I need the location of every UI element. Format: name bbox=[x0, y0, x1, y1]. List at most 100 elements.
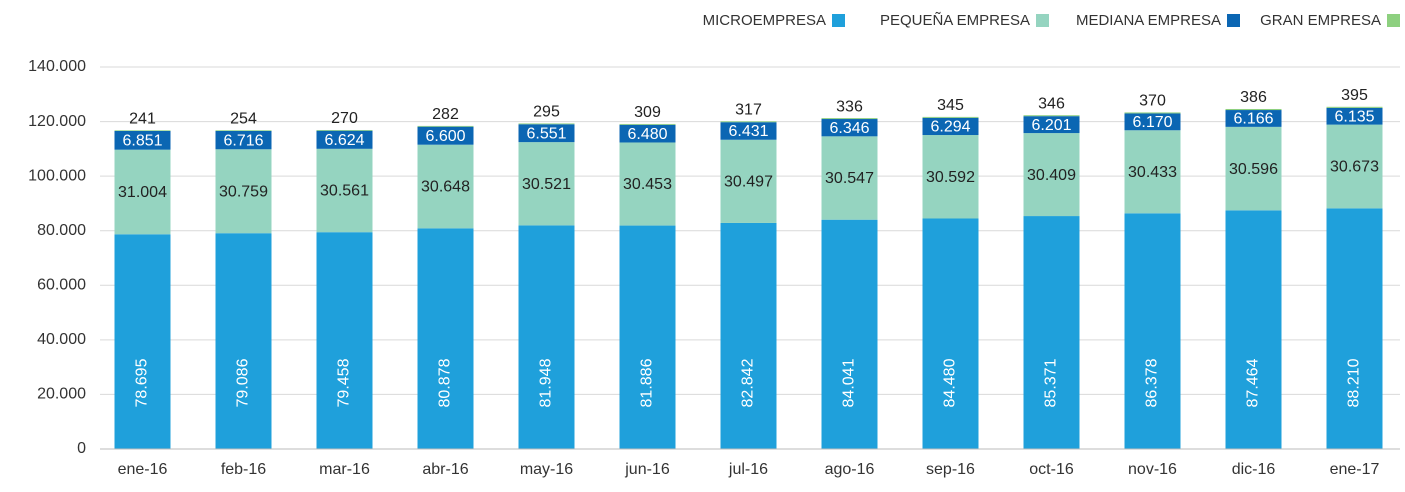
value-label: 6.201 bbox=[1031, 117, 1071, 134]
bar-segment bbox=[922, 135, 979, 219]
legend-label: MEDIANA EMPRESA bbox=[1076, 12, 1221, 29]
value-label: 85.371 bbox=[1043, 358, 1060, 407]
y-tick-label: 100.000 bbox=[28, 167, 86, 184]
value-label: 80.878 bbox=[437, 358, 454, 407]
y-tick-label: 40.000 bbox=[37, 331, 86, 348]
bar-segment bbox=[1225, 210, 1282, 449]
value-label: 395 bbox=[1341, 87, 1368, 104]
value-label: 345 bbox=[937, 97, 964, 114]
x-tick-label: dic-16 bbox=[1232, 461, 1276, 478]
value-label: 6.600 bbox=[425, 128, 465, 145]
value-label: 254 bbox=[230, 110, 257, 127]
value-label: 282 bbox=[432, 106, 459, 123]
value-label: 30.433 bbox=[1128, 164, 1177, 181]
x-tick-label: mar-16 bbox=[319, 461, 370, 478]
value-label: 241 bbox=[129, 111, 156, 128]
bar-segment bbox=[1124, 213, 1181, 449]
value-label: 79.458 bbox=[336, 358, 353, 407]
bar-segment bbox=[114, 234, 171, 449]
bar-segment bbox=[1326, 208, 1383, 449]
bar-segment bbox=[922, 218, 979, 449]
value-label: 30.453 bbox=[623, 176, 672, 193]
value-label: 336 bbox=[836, 98, 863, 115]
value-label: 346 bbox=[1038, 95, 1065, 112]
bar-segment bbox=[1225, 126, 1282, 211]
value-label: 88.210 bbox=[1346, 358, 1363, 407]
bar-segment bbox=[518, 124, 575, 143]
bar-segment bbox=[1023, 133, 1080, 217]
x-tick-label: jun-16 bbox=[624, 461, 670, 478]
value-label: 270 bbox=[331, 110, 358, 127]
bar-segment bbox=[417, 126, 474, 145]
y-tick-label: 120.000 bbox=[28, 113, 86, 130]
legend-label: GRAN EMPRESA bbox=[1260, 12, 1381, 29]
legend-swatch bbox=[1036, 14, 1049, 27]
x-tick-label: sep-16 bbox=[926, 461, 975, 478]
value-label: 78.695 bbox=[134, 358, 151, 407]
value-label: 84.480 bbox=[942, 358, 959, 407]
value-label: 6.135 bbox=[1334, 108, 1374, 125]
bar-segment bbox=[1326, 107, 1383, 125]
bar-segment bbox=[720, 222, 777, 449]
value-label: 81.948 bbox=[538, 358, 555, 407]
value-label: 6.431 bbox=[728, 123, 768, 140]
legend-label: PEQUEÑA EMPRESA bbox=[880, 12, 1030, 29]
x-tick-label: ene-17 bbox=[1330, 461, 1380, 478]
x-tick-label: nov-16 bbox=[1128, 461, 1177, 478]
bar-segment bbox=[316, 130, 373, 149]
bar-segment bbox=[417, 125, 474, 127]
value-label: 6.294 bbox=[930, 119, 970, 136]
bar-segment bbox=[1124, 130, 1181, 214]
bar-segment bbox=[821, 136, 878, 220]
bar-segment bbox=[316, 129, 373, 131]
bar-segment bbox=[1326, 106, 1383, 108]
value-label: 81.886 bbox=[639, 358, 656, 407]
bar-segment bbox=[619, 225, 676, 449]
bar-segment bbox=[316, 232, 373, 449]
bar-segment bbox=[114, 130, 171, 150]
value-label: 30.592 bbox=[926, 169, 975, 186]
value-label: 87.464 bbox=[1245, 358, 1262, 407]
bar-segment bbox=[1124, 113, 1181, 131]
bar-segment bbox=[1124, 112, 1181, 114]
bar-segment bbox=[922, 116, 979, 118]
value-label: 30.596 bbox=[1229, 161, 1278, 178]
value-label: 309 bbox=[634, 104, 661, 121]
bar-segment bbox=[720, 139, 777, 223]
bar-segment bbox=[518, 142, 575, 226]
value-label: 30.561 bbox=[320, 183, 369, 200]
value-label: 30.759 bbox=[219, 183, 268, 200]
value-label: 30.497 bbox=[724, 174, 773, 191]
y-tick-label: 140.000 bbox=[28, 58, 86, 75]
value-label: 30.521 bbox=[522, 176, 571, 193]
y-tick-label: 80.000 bbox=[37, 222, 86, 239]
value-label: 6.851 bbox=[122, 133, 162, 150]
bar-segment bbox=[215, 233, 272, 449]
value-label: 86.378 bbox=[1144, 358, 1161, 407]
bar-segment bbox=[821, 219, 878, 449]
bar-segment bbox=[518, 225, 575, 449]
bar-segment bbox=[922, 117, 979, 136]
bar-segment bbox=[114, 130, 171, 131]
value-label: 6.170 bbox=[1132, 114, 1172, 131]
bar-segment bbox=[1023, 116, 1080, 134]
bar-segment bbox=[114, 149, 171, 235]
value-label: 6.166 bbox=[1233, 111, 1273, 128]
value-label: 6.551 bbox=[526, 125, 566, 142]
bar-segment bbox=[619, 142, 676, 226]
bar-segment bbox=[518, 123, 575, 125]
value-label: 79.086 bbox=[235, 358, 252, 407]
bar-segment bbox=[821, 119, 878, 137]
bar-segment bbox=[821, 118, 878, 120]
bar-segment bbox=[619, 124, 676, 143]
x-tick-label: ene-16 bbox=[118, 461, 168, 478]
x-tick-label: feb-16 bbox=[221, 461, 266, 478]
bar-segment bbox=[1225, 110, 1282, 127]
bar-segment bbox=[215, 130, 272, 131]
value-label: 370 bbox=[1139, 93, 1166, 110]
legend-swatch bbox=[1387, 14, 1400, 27]
value-label: 30.547 bbox=[825, 170, 874, 187]
value-label: 30.648 bbox=[421, 179, 470, 196]
bar-segment bbox=[417, 228, 474, 449]
bar-segment bbox=[215, 149, 272, 234]
